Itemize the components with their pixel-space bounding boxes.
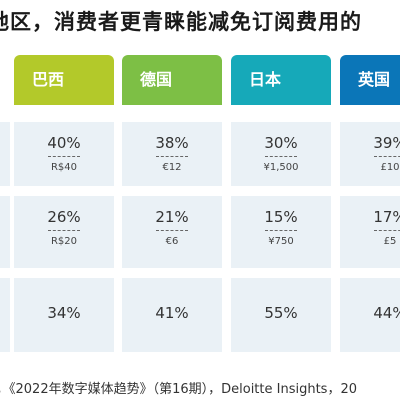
price: £5 <box>383 236 397 247</box>
cell: 30% ¥1,500 <box>231 122 331 186</box>
cell: 44% <box>340 278 400 352</box>
cell: 17% £5 <box>340 196 400 268</box>
cell: 39% £10 <box>340 122 400 186</box>
price: £10 <box>380 162 400 173</box>
cell: 21% €6 <box>122 196 222 268</box>
cell: 34% <box>14 278 114 352</box>
price: ¥750 <box>268 236 294 247</box>
percentage: 34% <box>47 304 81 322</box>
cut-cell <box>0 278 10 352</box>
cell: 40% R$40 <box>14 122 114 186</box>
column: 英国 39% £10 17% £5 44% <box>340 55 400 352</box>
column: 德国 38% €12 21% €6 41% <box>122 55 222 352</box>
price: R$40 <box>50 162 78 173</box>
source: ，《2022年数字媒体趋势》（第16期），Deloitte Insights，2… <box>0 382 357 397</box>
percentage: 15% <box>264 208 298 226</box>
price: R$20 <box>50 236 78 247</box>
percentage: 17% <box>373 208 400 226</box>
price: ¥1,500 <box>263 162 299 173</box>
column-header: 巴西 <box>14 55 114 105</box>
divider <box>156 156 188 157</box>
percentage: 44% <box>373 304 400 322</box>
cell: 26% R$20 <box>14 196 114 268</box>
divider <box>156 230 188 231</box>
percentage: 55% <box>264 304 298 322</box>
cell: 38% €12 <box>122 122 222 186</box>
percentage: 30% <box>264 134 298 152</box>
divider <box>265 230 297 231</box>
cell: 41% <box>122 278 222 352</box>
cut-cell <box>0 122 10 186</box>
cell: 15% ¥750 <box>231 196 331 268</box>
column-header: 德国 <box>122 55 222 105</box>
price: €6 <box>165 236 179 247</box>
column-header: 日本 <box>231 55 331 105</box>
divider <box>374 230 400 231</box>
percentage: 40% <box>47 134 81 152</box>
cut-cell <box>0 196 10 268</box>
percentage: 39% <box>373 134 400 152</box>
price: €12 <box>162 162 182 173</box>
divider <box>48 156 80 157</box>
divider <box>265 156 297 157</box>
title: 地区，消费者更青睐能减免订阅费用的 <box>0 10 362 34</box>
percentage: 21% <box>155 208 189 226</box>
column: 日本 30% ¥1,500 15% ¥750 55% <box>231 55 331 352</box>
percentage: 26% <box>47 208 81 226</box>
percentage: 38% <box>155 134 189 152</box>
divider <box>374 156 400 157</box>
cell: 55% <box>231 278 331 352</box>
column-header: 英国 <box>340 55 400 105</box>
percentage: 41% <box>155 304 189 322</box>
divider <box>48 230 80 231</box>
column: 巴西 40% R$40 26% R$20 34% <box>14 55 114 352</box>
